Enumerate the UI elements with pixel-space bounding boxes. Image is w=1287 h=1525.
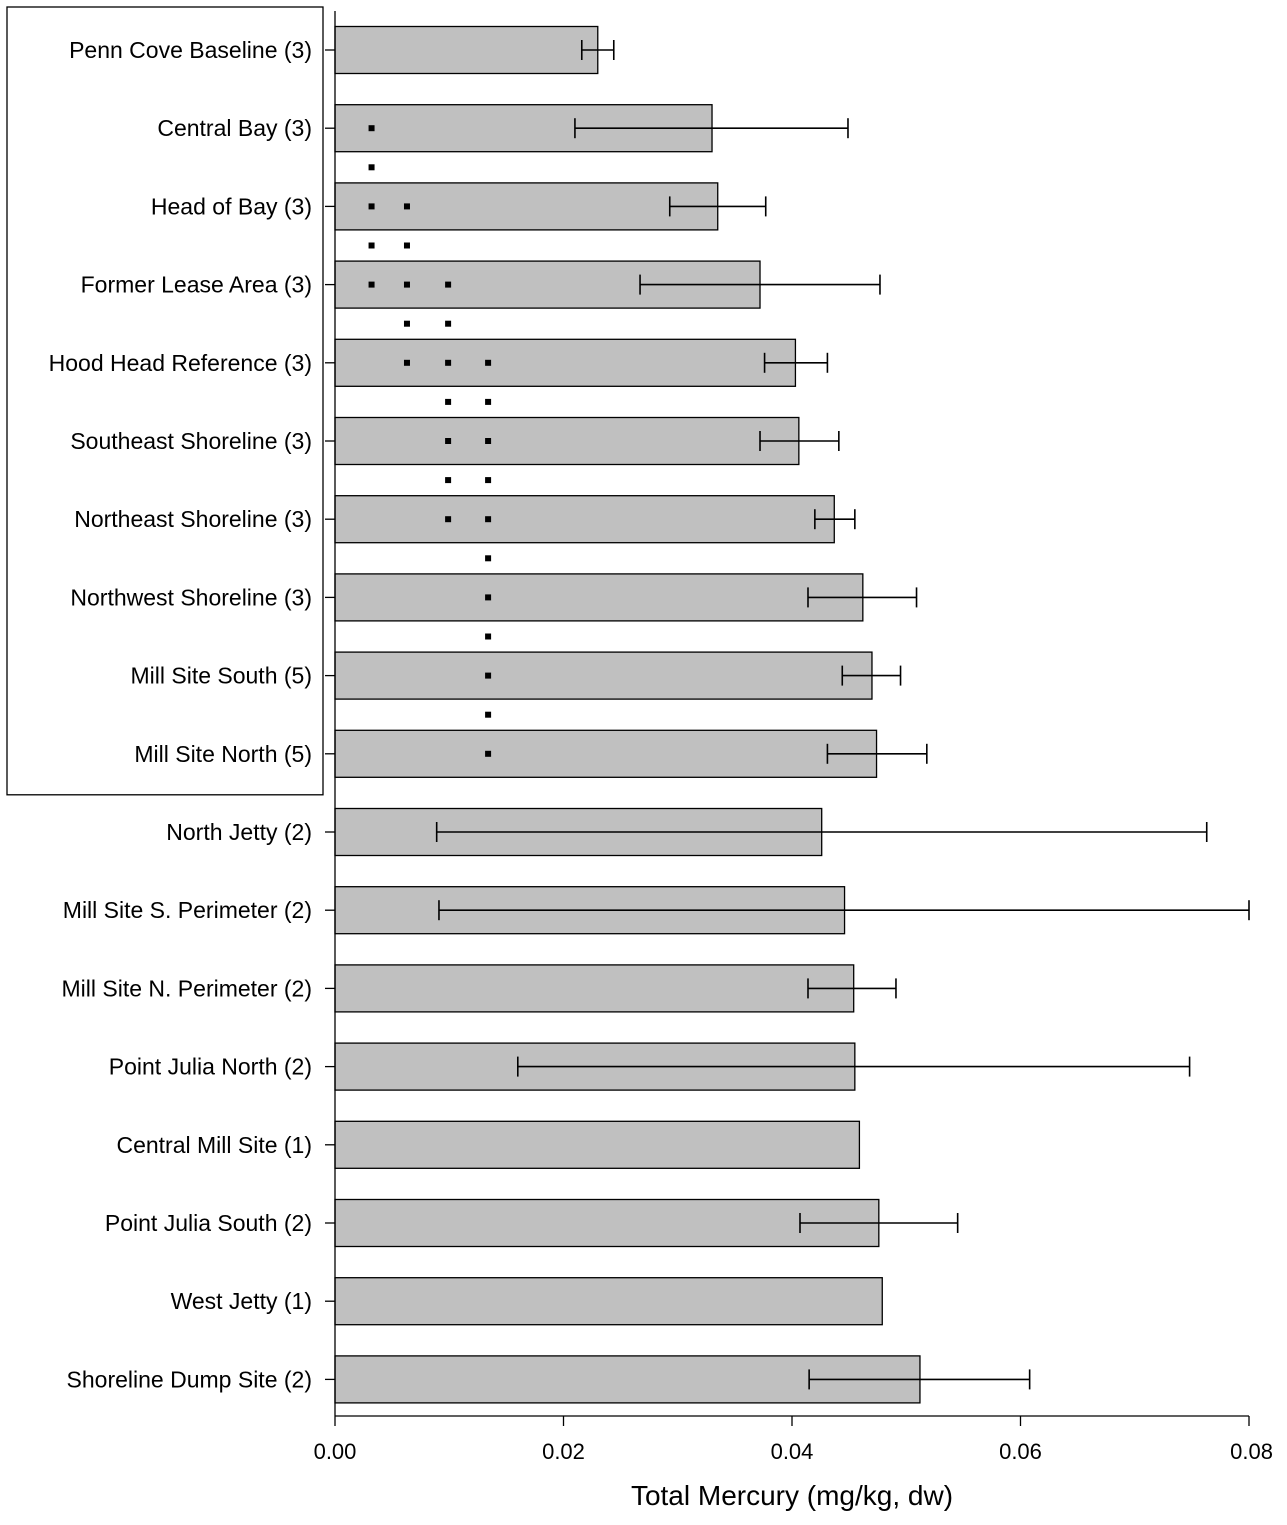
significance-dot <box>485 711 492 718</box>
significance-dot <box>403 242 410 249</box>
x-axis-title: Total Mercury (mg/kg, dw) <box>631 1480 953 1511</box>
category-label: Northwest Shoreline (3) <box>70 584 312 610</box>
significance-dot <box>445 516 452 523</box>
significance-dot <box>403 281 410 288</box>
x-tick-label: 0.02 <box>542 1439 585 1464</box>
significance-dot <box>485 398 492 405</box>
x-tick-label: 0.04 <box>771 1439 814 1464</box>
significance-dot <box>485 633 492 640</box>
category-label: Northeast Shoreline (3) <box>74 506 312 532</box>
category-label: Mill Site South (5) <box>130 663 312 689</box>
x-tick-label: 0.00 <box>314 1439 357 1464</box>
significance-dot <box>485 750 492 757</box>
significance-dot <box>368 164 375 171</box>
significance-dot <box>445 477 452 484</box>
significance-dot <box>485 594 492 601</box>
significance-dot <box>485 516 492 523</box>
category-label: Head of Bay (3) <box>151 193 312 219</box>
significance-dot <box>403 203 410 210</box>
significance-dot <box>445 438 452 444</box>
bar <box>334 573 864 622</box>
bar <box>334 1198 880 1248</box>
significance-dot <box>445 320 452 327</box>
significance-dot <box>445 398 452 405</box>
bar <box>334 25 599 75</box>
category-label: Mill Site S. Perimeter (2) <box>63 897 312 923</box>
bar <box>334 729 878 778</box>
bar <box>334 182 719 231</box>
x-tick-label: 0.06 <box>999 1439 1042 1464</box>
x-tick-label: 0.08 <box>1230 1439 1273 1464</box>
category-label: Hood Head Reference (3) <box>49 350 312 376</box>
category-label: Penn Cove Baseline (3) <box>69 37 312 63</box>
significance-dot <box>485 672 492 679</box>
label-group-frame <box>6 6 324 796</box>
significance-dot <box>368 203 375 210</box>
significance-dot <box>403 320 410 327</box>
bar <box>334 964 855 1013</box>
category-label: West Jetty (1) <box>171 1288 312 1314</box>
significance-dot <box>403 359 410 366</box>
significance-dot <box>368 125 375 132</box>
bar <box>334 1120 861 1169</box>
category-label: Mill Site N. Perimeter (2) <box>62 975 312 1001</box>
category-label: Former Lease Area (3) <box>81 272 312 298</box>
significance-dot <box>485 555 492 562</box>
category-label: Southeast Shoreline (3) <box>70 428 312 454</box>
category-label: North Jetty (2) <box>166 819 312 845</box>
category-label: Shoreline Dump Site (2) <box>67 1366 312 1392</box>
category-label: Point Julia South (2) <box>105 1210 312 1236</box>
category-label: Point Julia North (2) <box>109 1054 312 1080</box>
bar <box>334 1277 883 1326</box>
significance-dot <box>485 477 492 484</box>
significance-dot <box>485 359 492 366</box>
bar <box>334 495 835 544</box>
significance-dot <box>445 359 452 366</box>
category-label: Mill Site North (5) <box>134 741 312 767</box>
category-label: Central Mill Site (1) <box>116 1132 312 1158</box>
bar <box>334 416 800 466</box>
bar <box>334 651 873 700</box>
significance-dot <box>368 242 375 249</box>
category-label: Central Bay (3) <box>157 115 312 141</box>
significance-dot <box>445 281 452 288</box>
significance-dot <box>368 281 375 288</box>
significance-dot <box>485 438 492 444</box>
